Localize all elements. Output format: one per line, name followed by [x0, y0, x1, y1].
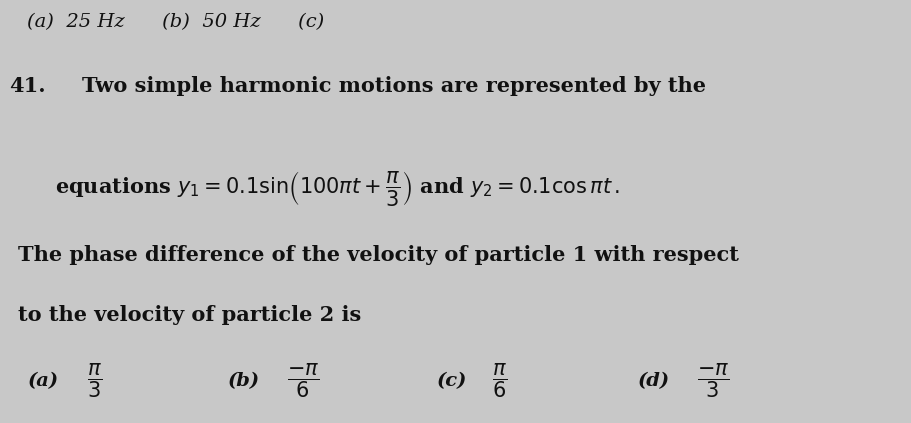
Text: to the velocity of particle 2 is: to the velocity of particle 2 is	[18, 305, 362, 324]
Text: (b): (b)	[228, 372, 260, 390]
Text: (a)  25 Hz      (b)  50 Hz      (c): (a) 25 Hz (b) 50 Hz (c)	[27, 13, 324, 31]
Text: The phase difference of the velocity of particle 1 with respect: The phase difference of the velocity of …	[18, 245, 739, 265]
Text: $\dfrac{-\pi}{6}$: $\dfrac{-\pi}{6}$	[287, 361, 319, 400]
Text: Two simple harmonic motions are represented by the: Two simple harmonic motions are represen…	[82, 76, 706, 96]
Text: $\dfrac{\pi}{3}$: $\dfrac{\pi}{3}$	[87, 361, 102, 400]
Text: equations $y_1 = 0.1 \sin\!\left(100\pi t + \dfrac{\pi}{3}\right)$ and $y_2 = 0.: equations $y_1 = 0.1 \sin\!\left(100\pi …	[55, 169, 620, 208]
Text: (d): (d)	[638, 372, 670, 390]
Text: (a): (a)	[27, 372, 58, 390]
Text: 41.: 41.	[9, 76, 46, 96]
Text: (c): (c)	[437, 372, 467, 390]
Text: $\dfrac{\pi}{6}$: $\dfrac{\pi}{6}$	[492, 361, 507, 400]
Text: $\dfrac{-\pi}{3}$: $\dfrac{-\pi}{3}$	[697, 361, 729, 400]
